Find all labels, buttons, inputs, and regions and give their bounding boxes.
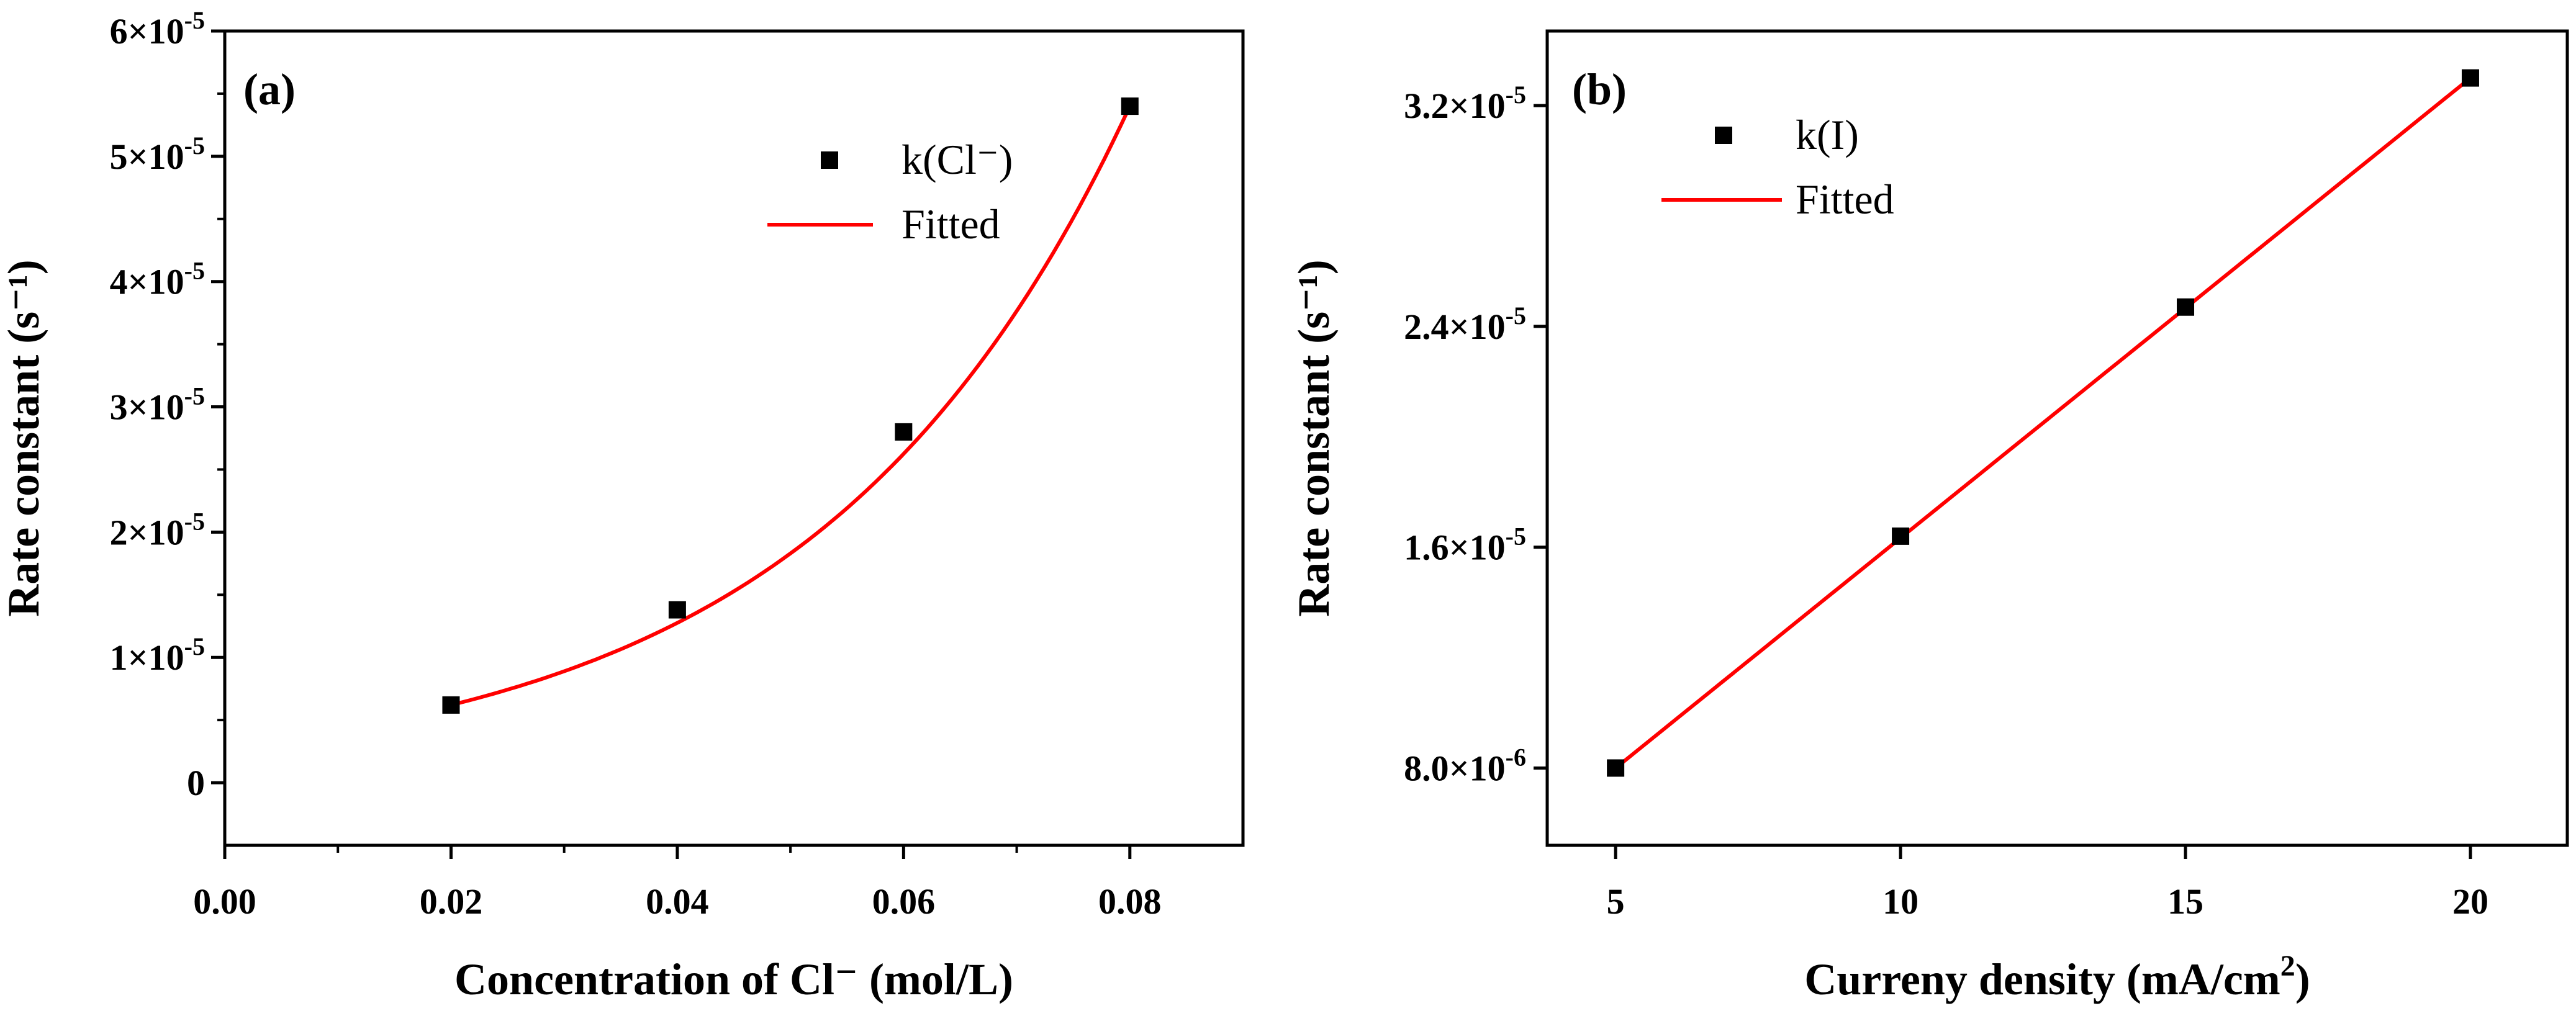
data-point — [2177, 298, 2195, 316]
legend-label-fitted: Fitted — [902, 200, 1000, 248]
y-tick-label: 4×10-5 — [110, 257, 205, 302]
y-tick-label: 8.0×10-6 — [1404, 743, 1526, 788]
legend-label-points: k(I) — [1796, 111, 1859, 158]
y-tick-label: 3.2×10-5 — [1404, 81, 1526, 126]
y-axis-label: Rate constant (s⁻¹) — [1289, 259, 1339, 617]
y-tick-label: 6×10-5 — [110, 6, 205, 52]
data-point — [1607, 759, 1625, 777]
data-point — [442, 696, 460, 714]
fitted-line — [450, 105, 1132, 707]
x-tick-label: 20 — [2452, 881, 2488, 922]
data-point — [668, 601, 686, 619]
x-tick-label: 15 — [2167, 881, 2203, 922]
x-axis-label: Concentration of Cl⁻ (mol/L) — [454, 955, 1013, 1004]
legend-marker — [1715, 127, 1732, 144]
legend-marker — [821, 151, 838, 169]
data-point — [1892, 527, 1910, 545]
fitted-line — [1614, 76, 2472, 770]
x-tick-label: 0.00 — [193, 881, 256, 922]
legend-label-points: k(Cl⁻) — [902, 136, 1013, 183]
x-tick-label: 0.08 — [1098, 881, 1162, 922]
panel-label: (b) — [1572, 65, 1627, 114]
panel-label: (a) — [243, 65, 296, 114]
x-tick-label: 5 — [1607, 881, 1625, 922]
y-tick-label: 0 — [187, 763, 205, 803]
x-axis-label: Curreny density (mA/cm2) — [1804, 950, 2310, 1004]
x-tick-label: 10 — [1882, 881, 1918, 922]
plot-frame — [1545, 29, 2569, 847]
chart-panel-a: 0.00 0.02 0.04 0.06 0.08 0 1×10-5 2×10-5 3×10-5 4… — [0, 6, 1245, 1004]
x-tick-label: 0.02 — [420, 881, 483, 922]
y-tick-label: 5×10-5 — [110, 132, 205, 177]
plot-frame — [223, 29, 1245, 847]
y-tick-label: 2×10-5 — [110, 507, 205, 552]
chart-panel-b: 5 10 15 20 8.0×10-6 1.6×10-5 2.4×10-5 3.2×10-5 C… — [1289, 29, 2569, 1004]
data-point — [2461, 69, 2479, 87]
y-tick-label: 1×10-5 — [110, 632, 205, 678]
data-point — [1121, 97, 1139, 115]
y-tick-label: 3×10-5 — [110, 382, 205, 428]
y-tick-label: 1.6×10-5 — [1404, 523, 1526, 568]
legend-label-fitted: Fitted — [1796, 176, 1894, 223]
x-tick-label: 0.06 — [872, 881, 936, 922]
x-tick-label: 0.04 — [646, 881, 709, 922]
y-axis-label: Rate constant (s⁻¹) — [0, 259, 48, 617]
data-point — [895, 423, 913, 441]
y-tick-label: 2.4×10-5 — [1404, 302, 1526, 347]
